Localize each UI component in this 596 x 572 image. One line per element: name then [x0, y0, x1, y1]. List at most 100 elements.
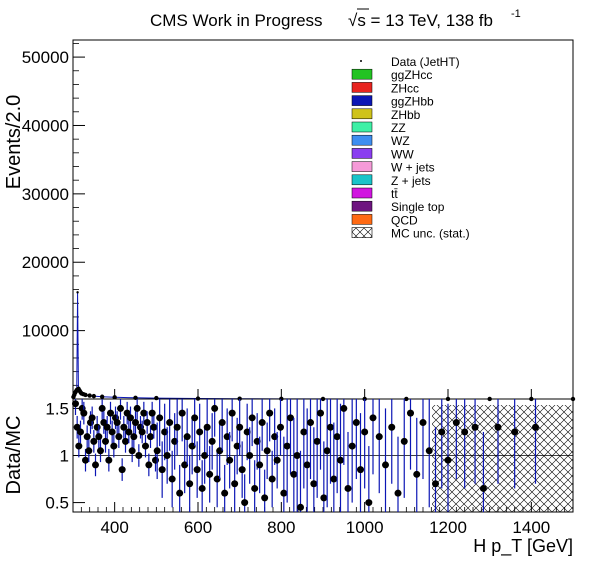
ratio-point — [156, 414, 164, 422]
ratio-point — [115, 433, 123, 441]
legend-label: ggZHcc — [391, 68, 432, 82]
ratio-point — [287, 414, 294, 422]
ratio-point — [479, 484, 487, 492]
ratio-point — [147, 433, 154, 441]
legend-swatch — [351, 148, 373, 159]
ratio-point — [108, 428, 116, 436]
ratio-point — [173, 423, 181, 431]
ratio-point — [323, 447, 331, 455]
ratio-point — [90, 437, 98, 445]
ratio-point — [85, 447, 93, 455]
ratio-point — [300, 428, 308, 436]
ratio-point — [243, 428, 251, 436]
ratio-point — [258, 419, 266, 427]
legend-swatch — [351, 200, 373, 212]
ratio-point — [105, 456, 113, 464]
data-point — [112, 395, 117, 400]
ratio-point — [394, 489, 402, 497]
ratio-point — [444, 456, 452, 464]
legend-label: QCD — [391, 213, 418, 227]
ratio-point — [271, 433, 279, 441]
ratio-point — [80, 409, 88, 417]
ratio-point — [280, 489, 288, 497]
ratio-point — [382, 461, 389, 469]
ratio-point — [494, 423, 502, 431]
legend-label: WZ — [391, 134, 410, 148]
ratio-point — [218, 419, 226, 427]
ratio-point — [168, 475, 176, 483]
ratio-point — [221, 489, 229, 497]
ratio-y-tick-label: 1.5 — [45, 399, 69, 418]
ratio-point — [142, 442, 149, 450]
ratio-point — [191, 414, 199, 422]
ratio-point — [176, 489, 184, 497]
ratio-point — [193, 466, 201, 474]
ratio-point — [313, 437, 321, 445]
ratio-point — [303, 461, 311, 469]
main-y-axis-label: Events/2.0 — [3, 95, 25, 190]
data-series-main — [71, 291, 576, 402]
ratio-point — [277, 423, 284, 431]
ratio-point — [135, 452, 143, 459]
ratio-point — [266, 409, 274, 417]
ratio-point — [238, 466, 246, 474]
legend: Data (JetHT)ggZHccZHccggZHbbZHbbZZWZWWW … — [351, 55, 470, 241]
ratio-y-axis-label: Data/MC — [3, 416, 25, 495]
ratio-point — [110, 442, 118, 450]
ratio-point — [171, 437, 179, 445]
data-point — [154, 395, 159, 401]
ratio-point — [113, 419, 121, 427]
x-tick-label: 1200 — [429, 518, 467, 537]
ratio-point — [95, 433, 103, 441]
main-y-tick-label: 50000 — [22, 48, 69, 67]
ratio-point — [72, 400, 79, 408]
legend-swatch — [351, 82, 373, 93]
ratio-point — [153, 447, 161, 455]
ratio-point — [92, 461, 99, 469]
ratio-point — [388, 423, 396, 431]
ratio-point — [236, 423, 244, 431]
legend-label: MC unc. (stat.) — [391, 227, 470, 241]
ratio-point — [231, 480, 239, 488]
legend-swatch — [351, 108, 373, 120]
ratio-point — [118, 466, 126, 474]
ratio-point — [120, 423, 128, 431]
ratio-point — [268, 475, 276, 483]
main-y-tick-label: 20000 — [22, 253, 69, 272]
x-tick-label: 1000 — [346, 518, 384, 537]
main-y-tick-label: 40000 — [22, 116, 69, 135]
legend-label: tt̄ — [391, 187, 398, 201]
chart-title: CMS Work in Progress — [150, 11, 323, 30]
data-point — [91, 393, 97, 399]
ratio-point — [263, 447, 271, 455]
ratio-point — [340, 404, 348, 412]
ratio-point — [161, 428, 169, 436]
ratio-point — [327, 423, 334, 431]
ratio-point — [293, 452, 301, 459]
legend-swatch — [351, 68, 373, 80]
ratio-point — [241, 499, 249, 507]
ratio-point — [407, 409, 414, 417]
legend-swatch — [351, 214, 373, 225]
legend-swatch — [351, 174, 373, 186]
data-point — [99, 394, 105, 399]
legend-label: ZZ — [391, 121, 406, 135]
ratio-point — [461, 428, 469, 436]
ratio-point — [198, 484, 206, 492]
ratio-point — [330, 475, 338, 483]
ratio-point — [163, 452, 171, 459]
ratio-point — [166, 419, 174, 427]
ratio-y-tick-label: 1 — [60, 447, 69, 466]
ratio-point — [471, 423, 479, 431]
ratio-point — [128, 447, 136, 455]
ratio-point — [75, 442, 83, 450]
ratio-point — [148, 409, 156, 417]
legend-swatch — [351, 121, 373, 133]
ratio-point — [310, 480, 318, 488]
ratio-point — [438, 428, 446, 436]
ratio-point — [261, 494, 269, 502]
ratio-point — [228, 409, 236, 417]
ratio-point — [348, 442, 356, 450]
ratio-point — [246, 452, 254, 459]
ratio-point — [400, 437, 408, 445]
